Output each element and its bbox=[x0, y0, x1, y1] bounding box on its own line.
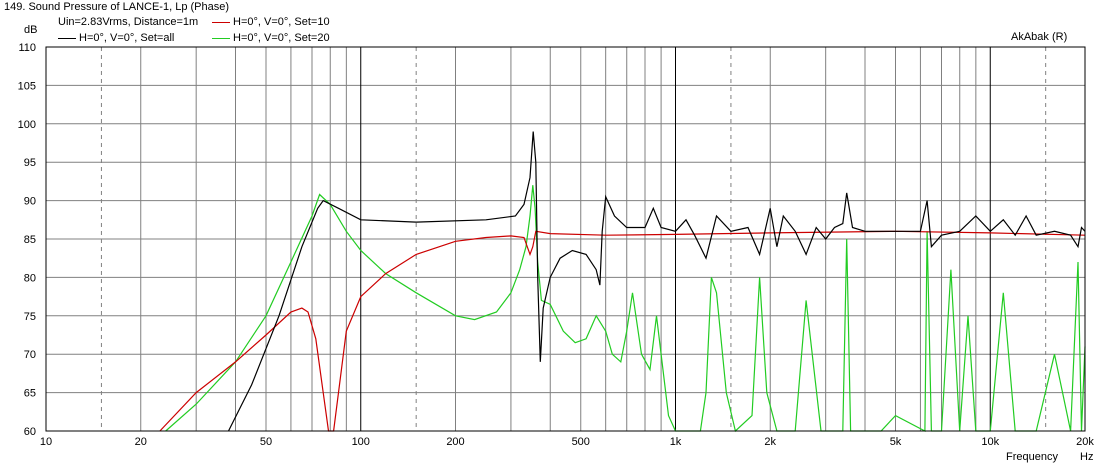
legend-label-set20: H=0°, V=0°, Set=20 bbox=[233, 32, 330, 44]
series-line-setall bbox=[227, 131, 1086, 432]
x-tick-label: 20 bbox=[135, 436, 147, 448]
x-tick-label: 1k bbox=[670, 436, 682, 448]
x-tick-label: 10k bbox=[981, 436, 999, 448]
y-tick-label: 110 bbox=[18, 42, 36, 54]
x-tick-label: 100 bbox=[352, 436, 370, 448]
x-axis-label: Frequency bbox=[1006, 451, 1058, 463]
y-tick-label: 105 bbox=[18, 80, 36, 92]
legend-label-set10: H=0°, V=0°, Set=10 bbox=[233, 16, 330, 28]
x-tick-label: 500 bbox=[572, 436, 590, 448]
y-tick-label: 95 bbox=[24, 157, 36, 169]
y-axis-unit: dB bbox=[24, 24, 38, 36]
x-tick-label: 20k bbox=[1076, 436, 1094, 448]
x-tick-label: 200 bbox=[446, 436, 464, 448]
legend-label-setall: H=0°, V=0°, Set=all bbox=[79, 32, 175, 44]
y-tick-label: 100 bbox=[18, 119, 36, 131]
x-tick-labels: 10 20 50 100 200 500 1k 2k 5k 10k 20k bbox=[40, 436, 1094, 448]
y-tick-label: 65 bbox=[24, 388, 36, 400]
x-tick-label: 2k bbox=[764, 436, 776, 448]
x-tick-label: 50 bbox=[260, 436, 272, 448]
x-tick-label: 10 bbox=[40, 436, 52, 448]
brand-label: AkAbak (R) bbox=[1011, 31, 1068, 43]
y-tick-label: 80 bbox=[24, 272, 36, 284]
y-tick-label: 75 bbox=[24, 311, 36, 323]
legend-item-setall: H=0°, V=0°, Set=all bbox=[58, 32, 174, 45]
y-tick-labels: 60 65 70 75 80 85 90 95 100 105 110 bbox=[18, 42, 36, 438]
grid bbox=[45, 46, 1086, 432]
series-line-set20 bbox=[165, 185, 1086, 433]
legend-swatch-setall bbox=[58, 37, 76, 39]
y-tick-label: 60 bbox=[24, 426, 36, 438]
legend-swatch-set20 bbox=[212, 37, 230, 39]
x-tick-label: 5k bbox=[890, 436, 902, 448]
y-tick-label: 85 bbox=[24, 234, 36, 246]
legend-item-set10: H=0°, V=0°, Set=10 bbox=[212, 16, 330, 29]
x-axis-unit: Hz bbox=[1080, 451, 1093, 463]
legend-swatch-set10 bbox=[212, 21, 230, 23]
plot-frame bbox=[45, 46, 1086, 432]
series-lines bbox=[159, 131, 1086, 433]
chart-title: 149. Sound Pressure of LANCE-1, Lp (Phas… bbox=[4, 1, 230, 13]
y-tick-label: 90 bbox=[24, 196, 36, 208]
series-line-set10 bbox=[159, 230, 1086, 432]
conditions-label: Uin=2.83Vrms, Distance=1m bbox=[58, 16, 199, 28]
y-tick-label: 70 bbox=[24, 349, 36, 361]
legend-item-set20: H=0°, V=0°, Set=20 bbox=[212, 32, 330, 45]
